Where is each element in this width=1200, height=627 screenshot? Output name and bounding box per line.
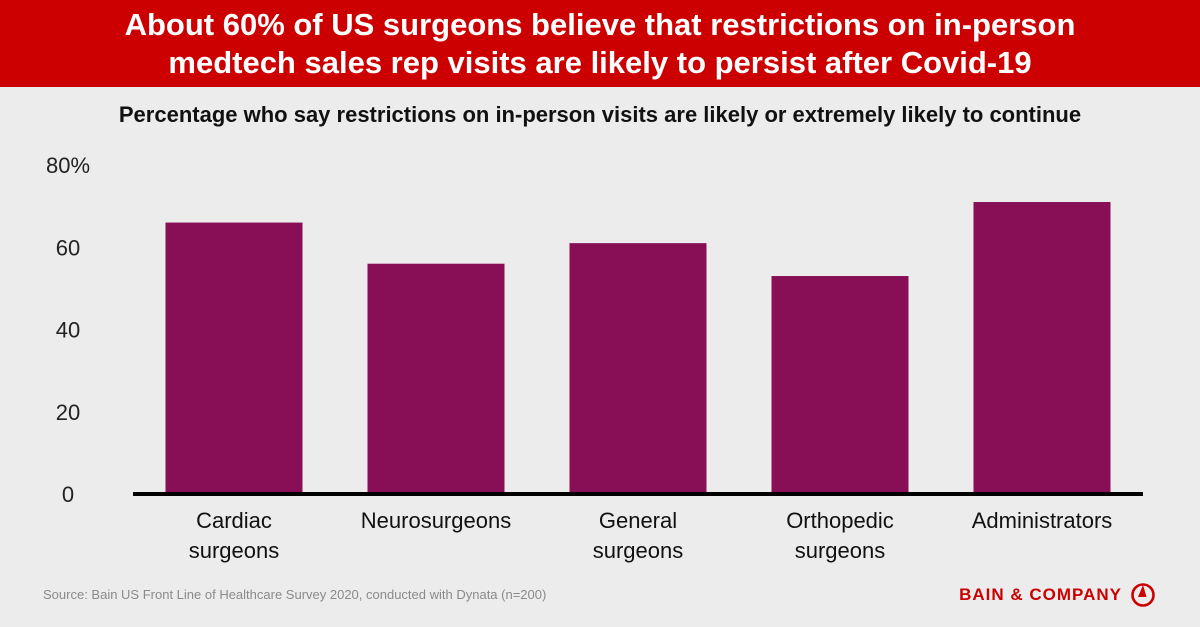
bain-compass-icon xyxy=(1131,583,1155,607)
bain-logo: BAIN & COMPANY xyxy=(959,582,1156,608)
category-label: Administrators xyxy=(972,508,1113,533)
bar xyxy=(771,276,909,494)
category-label: General surgeons xyxy=(593,508,684,563)
category-label: Neurosurgeons xyxy=(361,508,511,533)
y-tick-label: 20 xyxy=(56,400,80,425)
headline-line-2: medtech sales rep visits are likely to p… xyxy=(168,44,1032,80)
logo-text: BAIN & COMPANY xyxy=(959,585,1122,604)
category-label: Orthopedic surgeons xyxy=(786,508,894,563)
headline-line-1: About 60% of US surgeons believe that re… xyxy=(124,6,1076,42)
bar xyxy=(973,202,1111,494)
bar xyxy=(165,222,303,494)
headline-banner: About 60% of US surgeons believe that re… xyxy=(0,0,1200,87)
y-tick-label: 40 xyxy=(56,318,80,343)
y-tick-label: 60 xyxy=(56,235,80,260)
category-label: Cardiac surgeons xyxy=(189,508,280,563)
bar xyxy=(569,243,707,494)
bar xyxy=(367,263,505,494)
chart-subtitle: Percentage who say restrictions on in-pe… xyxy=(118,102,1082,127)
y-tick-label: 80% xyxy=(46,153,90,178)
y-tick-label: 0 xyxy=(62,482,74,507)
source-note: Source: Bain US Front Line of Healthcare… xyxy=(43,587,547,602)
